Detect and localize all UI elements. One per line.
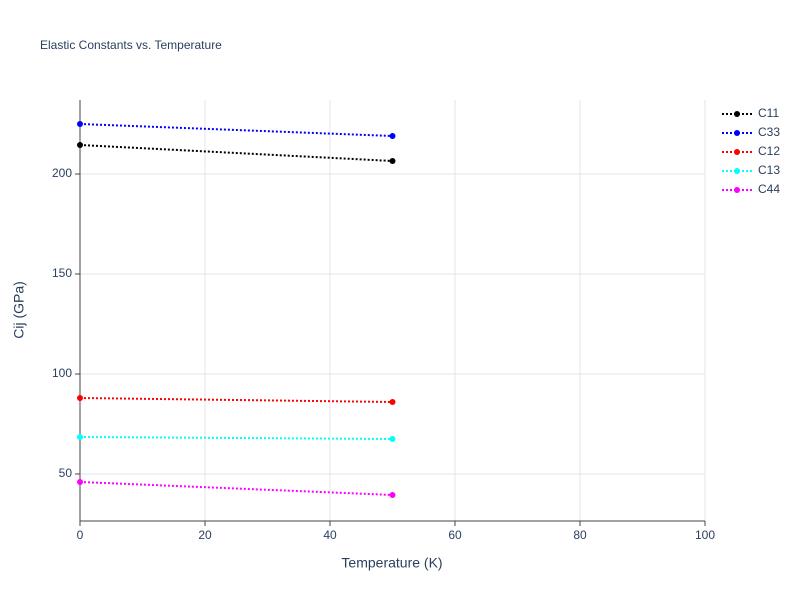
x-tick-label: 60 [448,528,462,542]
point [77,395,83,401]
point [389,436,396,442]
point [389,399,396,405]
series-line [79,481,393,496]
series-line [79,144,393,162]
x-tick-label: 20 [198,528,212,542]
legend-label: C12 [758,144,780,158]
series-line [79,397,393,403]
chart-title: Elastic Constants vs. Temperature [40,38,222,52]
legend-marker [734,111,740,117]
x-tick-label: 40 [323,528,337,542]
legend-label: C33 [758,125,780,139]
point [389,492,396,498]
legend-marker [734,149,740,155]
point [77,142,83,148]
legend-label: C11 [758,106,779,120]
legend-label: C44 [758,182,780,196]
x-axis-title: Temperature (K) [341,555,442,571]
point [389,158,396,164]
y-tick-label: 150 [52,266,72,280]
legend-marker [734,130,740,136]
x-tick-label: 0 [77,528,84,542]
legend-marker [734,168,740,174]
y-tick-label: 200 [52,166,72,180]
y-tick-label: 50 [59,466,73,480]
x-tick-label: 100 [695,528,715,542]
series-line [79,123,393,137]
series-line [79,436,393,440]
point [389,133,396,139]
point [77,434,83,440]
point [77,121,83,127]
legend-marker [734,187,740,193]
y-tick-label: 100 [52,366,72,380]
x-tick-label: 80 [573,528,587,542]
y-axis-title: Cij (GPa) [11,281,27,339]
point [77,479,83,485]
legend-label: C13 [758,163,780,177]
